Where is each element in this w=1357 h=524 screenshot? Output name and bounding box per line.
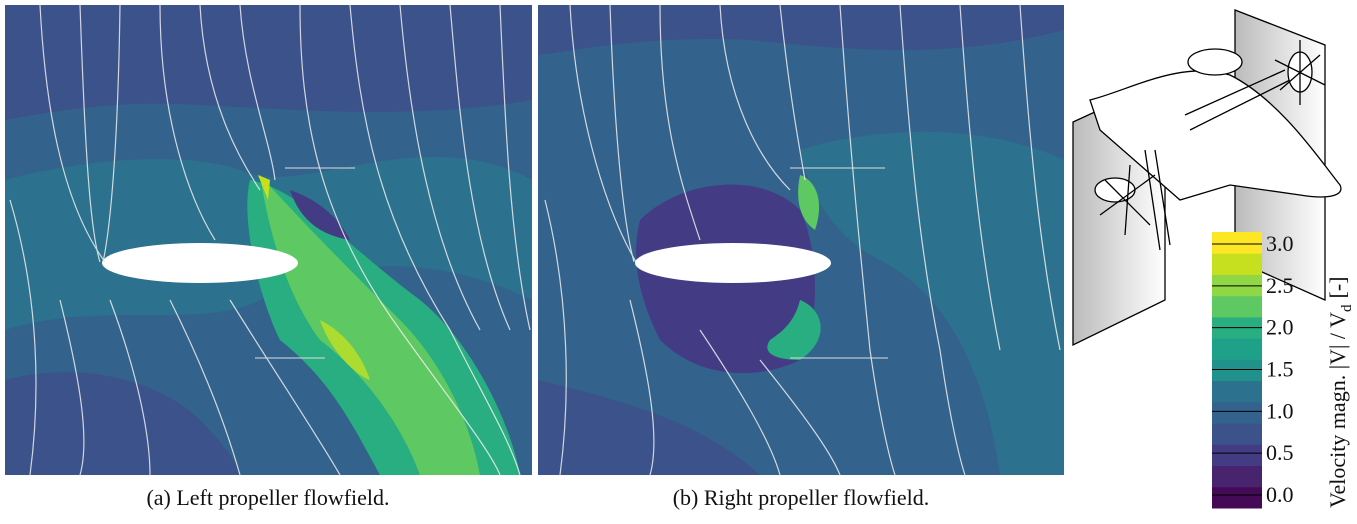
caption: (b) Right propeller flowfield. xyxy=(673,485,930,510)
label-unit: [-] xyxy=(1325,277,1350,299)
colorbar-band xyxy=(1212,274,1262,297)
colorbar-label: Velocity magn. |V| / Vd [-] xyxy=(1325,277,1355,508)
label-text: Velocity magn. |V| / V xyxy=(1325,312,1350,508)
caption: (a) Left propeller flowfield. xyxy=(146,485,389,510)
colorbar-band xyxy=(1212,444,1262,467)
colorbar-tick-label: 1.5 xyxy=(1266,357,1294,382)
colorbar-tick-label: 0.5 xyxy=(1266,440,1294,465)
colorbar-band xyxy=(1212,486,1262,509)
colorbar-band xyxy=(1212,338,1262,360)
colorbar-band xyxy=(1212,401,1262,424)
colorbar-band xyxy=(1212,380,1262,403)
colorbar: 0.0 0.5 1.0 1.5 2.0 2.5 3.0 Velocity magn. |V| … xyxy=(1212,231,1355,509)
colorbar-band xyxy=(1212,465,1262,488)
colorbar-band xyxy=(1212,423,1262,445)
colorbar-band xyxy=(1212,295,1262,318)
colorbar-band xyxy=(1212,232,1262,254)
colorbar-tick-label: 2.5 xyxy=(1266,273,1294,298)
flowfield-left xyxy=(5,5,532,475)
label-subscript: d xyxy=(1339,304,1355,312)
colorbar-tick-label: 3.0 xyxy=(1266,231,1294,256)
colorbar-tick-label: 0.0 xyxy=(1266,482,1294,507)
colorbar-tick-label: 2.0 xyxy=(1266,315,1294,340)
flowfield-right xyxy=(538,5,1064,475)
colorbar-band xyxy=(1212,359,1262,382)
aircraft-sketch xyxy=(1072,9,1342,347)
colorbar-tick-label: 1.0 xyxy=(1266,398,1294,423)
colorbar-band xyxy=(1212,253,1262,275)
